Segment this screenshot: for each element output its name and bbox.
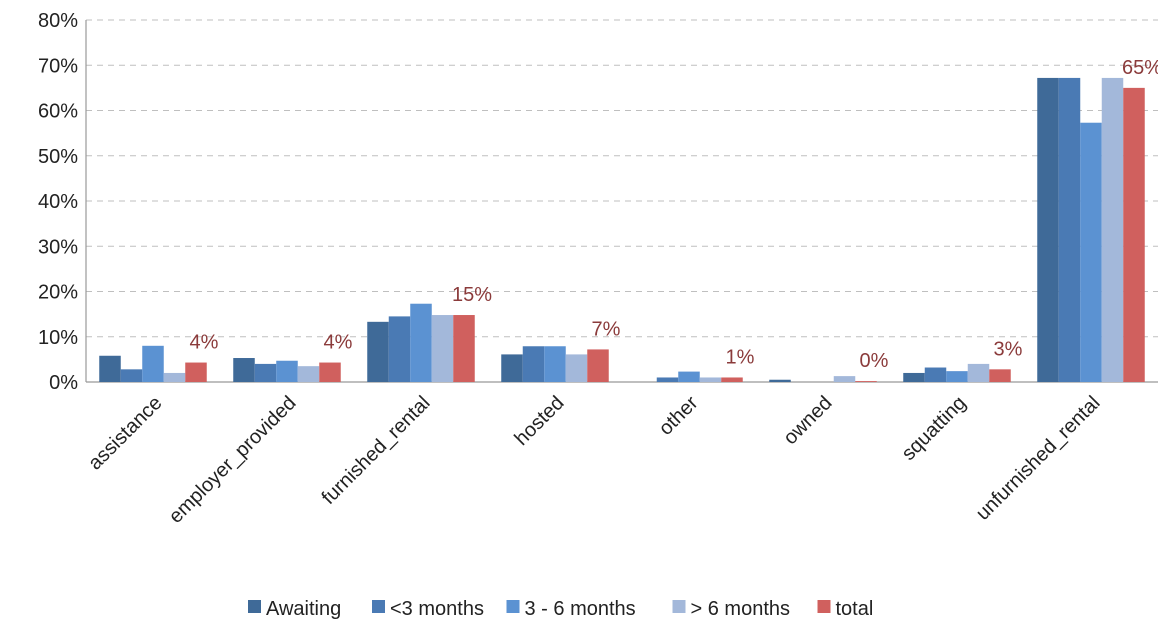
bar bbox=[410, 303, 432, 382]
legend-label: > 6 months bbox=[691, 598, 791, 620]
y-tick-label: 0% bbox=[49, 372, 78, 394]
bar bbox=[1037, 77, 1059, 383]
bar bbox=[367, 321, 389, 382]
bar bbox=[99, 355, 121, 382]
legend-swatch bbox=[248, 600, 261, 613]
bar bbox=[120, 369, 143, 382]
bar bbox=[967, 363, 990, 382]
data-label: 4% bbox=[324, 332, 353, 354]
bar bbox=[699, 377, 722, 382]
bar bbox=[1101, 77, 1124, 383]
legend-swatch bbox=[672, 600, 686, 613]
bar bbox=[501, 354, 523, 382]
x-tick-label: unfurnished_rental bbox=[972, 392, 1105, 525]
legend-label: Awaiting bbox=[266, 598, 341, 620]
bar bbox=[587, 349, 609, 382]
y-tick-label: 30% bbox=[38, 236, 78, 258]
bar bbox=[565, 354, 588, 382]
x-tick-label: squatting bbox=[898, 392, 971, 465]
y-tick-label: 10% bbox=[38, 327, 78, 349]
bar bbox=[656, 377, 679, 382]
bar bbox=[833, 376, 856, 382]
legend-swatch bbox=[372, 600, 385, 613]
legend-label: 3 - 6 months bbox=[525, 598, 636, 620]
bar bbox=[1123, 87, 1145, 382]
bar bbox=[276, 360, 298, 382]
data-label: 4% bbox=[190, 332, 219, 354]
y-tick-label: 50% bbox=[38, 146, 78, 168]
x-tick-label: assistance bbox=[84, 392, 166, 474]
bar bbox=[544, 346, 566, 382]
bar bbox=[431, 315, 454, 382]
x-tick-label: owned bbox=[779, 392, 836, 449]
data-label: 15% bbox=[452, 284, 492, 306]
data-label: 65% bbox=[1122, 57, 1158, 79]
bar bbox=[855, 381, 877, 382]
data-label: 3% bbox=[994, 338, 1023, 360]
bar bbox=[163, 372, 186, 382]
bar bbox=[989, 369, 1011, 382]
bar bbox=[233, 358, 255, 382]
x-tick-label: hosted bbox=[511, 392, 569, 450]
bar bbox=[388, 316, 411, 382]
x-tick-label: employer_provided bbox=[165, 392, 301, 528]
bar bbox=[297, 366, 320, 382]
bar bbox=[522, 346, 545, 382]
bar bbox=[1058, 77, 1081, 383]
data-label: 7% bbox=[592, 318, 621, 340]
bar bbox=[254, 363, 277, 382]
y-tick-label: 40% bbox=[38, 191, 78, 213]
bar bbox=[185, 362, 207, 382]
bar bbox=[946, 371, 968, 382]
x-tick-label: other bbox=[655, 392, 703, 440]
y-tick-label: 60% bbox=[38, 101, 78, 123]
legend-swatch bbox=[817, 600, 831, 613]
legend-label: total bbox=[836, 598, 874, 620]
bar bbox=[142, 345, 164, 382]
bar bbox=[678, 371, 700, 382]
bar bbox=[769, 379, 791, 382]
bar bbox=[319, 362, 341, 382]
bar bbox=[721, 377, 743, 382]
y-tick-label: 70% bbox=[38, 55, 78, 77]
bar bbox=[1080, 122, 1102, 382]
y-tick-label: 20% bbox=[38, 282, 78, 304]
bar bbox=[903, 372, 925, 382]
data-label: 1% bbox=[726, 346, 755, 368]
bar bbox=[924, 367, 947, 382]
y-tick-label: 80% bbox=[38, 10, 78, 32]
x-tick-label: furnished_rental bbox=[318, 392, 435, 509]
bar bbox=[453, 315, 475, 382]
legend-swatch bbox=[506, 600, 520, 613]
data-label: 0% bbox=[860, 350, 889, 372]
legend-label: <3 months bbox=[390, 598, 484, 620]
